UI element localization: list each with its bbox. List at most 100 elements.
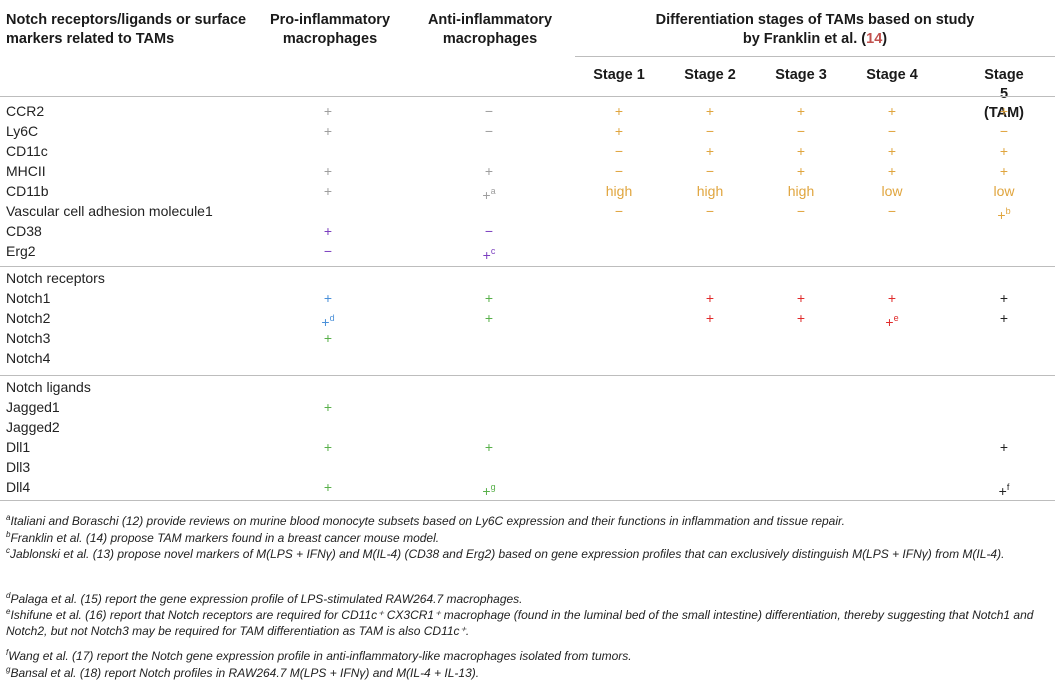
table-cell: +: [706, 102, 714, 121]
cell-value: −: [484, 123, 494, 139]
table-cell: +: [485, 289, 493, 308]
footnote-text: Wang et al. (17) report the Notch gene e…: [8, 649, 632, 663]
cell-value: −: [323, 243, 333, 259]
table-cell: +: [324, 438, 332, 457]
stage-group-rule: [575, 56, 1055, 57]
table-cell: +: [797, 162, 805, 181]
table-cell: +: [1000, 289, 1008, 308]
table-cell: +: [324, 398, 332, 417]
cell-value: +: [705, 143, 715, 159]
row-label: Notch4: [6, 350, 51, 366]
cell-value: +: [323, 330, 333, 346]
footnote-mark: g: [6, 665, 11, 674]
section-title: Notch ligands: [6, 379, 91, 395]
cell-value: +: [323, 183, 333, 199]
table-cell: +: [706, 289, 714, 308]
table-cell: −: [615, 202, 623, 221]
cell-value: +: [997, 207, 1006, 223]
cell-value: +: [885, 314, 894, 330]
table-cell: high: [697, 182, 723, 201]
cell-value: −: [705, 203, 715, 219]
footnote-marker[interactable]: f: [1006, 482, 1010, 492]
cell-value: +: [796, 290, 806, 306]
row-label: Notch2: [6, 310, 51, 326]
table-cell: −: [485, 222, 493, 241]
header-bottom-rule: [0, 96, 1055, 97]
table-cell: +: [706, 142, 714, 161]
table-cell: −: [615, 142, 623, 161]
footnote-marker[interactable]: d: [329, 313, 335, 323]
cell-value: +: [482, 247, 491, 263]
table-cell: +g: [482, 478, 495, 501]
row-label: Dll3: [6, 459, 31, 475]
footnote-marker[interactable]: g: [490, 482, 496, 492]
cell-value: +: [887, 103, 897, 119]
cell-value: low: [881, 183, 903, 199]
table-cell: +: [1000, 142, 1008, 161]
row-label: Ly6C: [6, 123, 39, 139]
table-cell: +: [324, 329, 332, 348]
table-cell: low: [993, 182, 1014, 201]
cell-value: +: [323, 439, 333, 455]
cell-value: +: [999, 439, 1009, 455]
table-cell: −: [888, 202, 896, 221]
cell-value: +: [887, 163, 897, 179]
cell-value: +: [998, 483, 1007, 499]
table-cell: −: [706, 162, 714, 181]
footnote-marker[interactable]: a: [490, 186, 496, 196]
cell-value: −: [705, 163, 715, 179]
table-cell: +: [888, 162, 896, 181]
table-cell: +: [1000, 162, 1008, 181]
footnote-text: Jablonski et al. (13) propose novel mark…: [10, 547, 1005, 561]
cell-value: +: [323, 290, 333, 306]
header-col-anti-inflammatory: Anti-inflammatory macrophages: [427, 12, 553, 47]
table-cell: +: [324, 122, 332, 141]
footnote-marker[interactable]: e: [893, 313, 899, 323]
cell-value: −: [614, 163, 624, 179]
section-rule: [0, 266, 1055, 267]
table-cell: +: [324, 222, 332, 241]
cell-value: +: [999, 163, 1009, 179]
cell-value: low: [993, 183, 1015, 199]
header-group-citation[interactable]: 14: [866, 31, 883, 47]
cell-value: −: [484, 223, 494, 239]
footnote-mark: f: [6, 648, 9, 657]
cell-value: high: [787, 183, 815, 199]
table-cell: −: [485, 102, 493, 121]
footnote-mark: d: [6, 591, 11, 600]
row-label: Jagged1: [6, 399, 60, 415]
cell-value: +: [705, 310, 715, 326]
table-cell: −: [324, 242, 332, 261]
footnote-marker[interactable]: c: [490, 246, 496, 256]
header-differentiation-stages: Differentiation stages of TAMs based on …: [655, 11, 975, 49]
table-cell: low: [881, 182, 902, 201]
table-cell: +: [797, 102, 805, 121]
table-cell: −: [706, 122, 714, 141]
row-label: Notch1: [6, 290, 51, 306]
row-label: MHCII: [6, 163, 46, 179]
cell-value: −: [796, 203, 806, 219]
table-cell: −: [615, 162, 623, 181]
footnote-text: Italiani and Boraschi (12) provide revie…: [10, 514, 845, 528]
section-rule: [0, 375, 1055, 376]
table-bottom-rule: [0, 500, 1055, 501]
row-label: Dll1: [6, 439, 31, 455]
table-cell: +: [888, 142, 896, 161]
cell-value: −: [705, 123, 715, 139]
table-cell: +: [706, 309, 714, 328]
cell-value: +: [484, 290, 494, 306]
footnote-marker[interactable]: b: [1005, 206, 1011, 216]
row-label: Vascular cell adhesion molecule1: [6, 203, 213, 219]
cell-value: +: [482, 483, 491, 499]
table-cell: +: [485, 438, 493, 457]
footnote-mark: a: [6, 513, 11, 522]
footnote: gBansal et al. (18) report Notch profile…: [6, 662, 1051, 681]
table-cell: −: [888, 122, 896, 141]
table-cell: +: [324, 162, 332, 181]
cell-value: +: [614, 103, 624, 119]
footnote: fWang et al. (17) report the Notch gene …: [6, 645, 1051, 664]
footnote: cJablonski et al. (13) propose novel mar…: [6, 543, 1051, 562]
cell-value: +: [614, 123, 624, 139]
table-cell: −: [797, 202, 805, 221]
row-label: Dll4: [6, 479, 31, 495]
